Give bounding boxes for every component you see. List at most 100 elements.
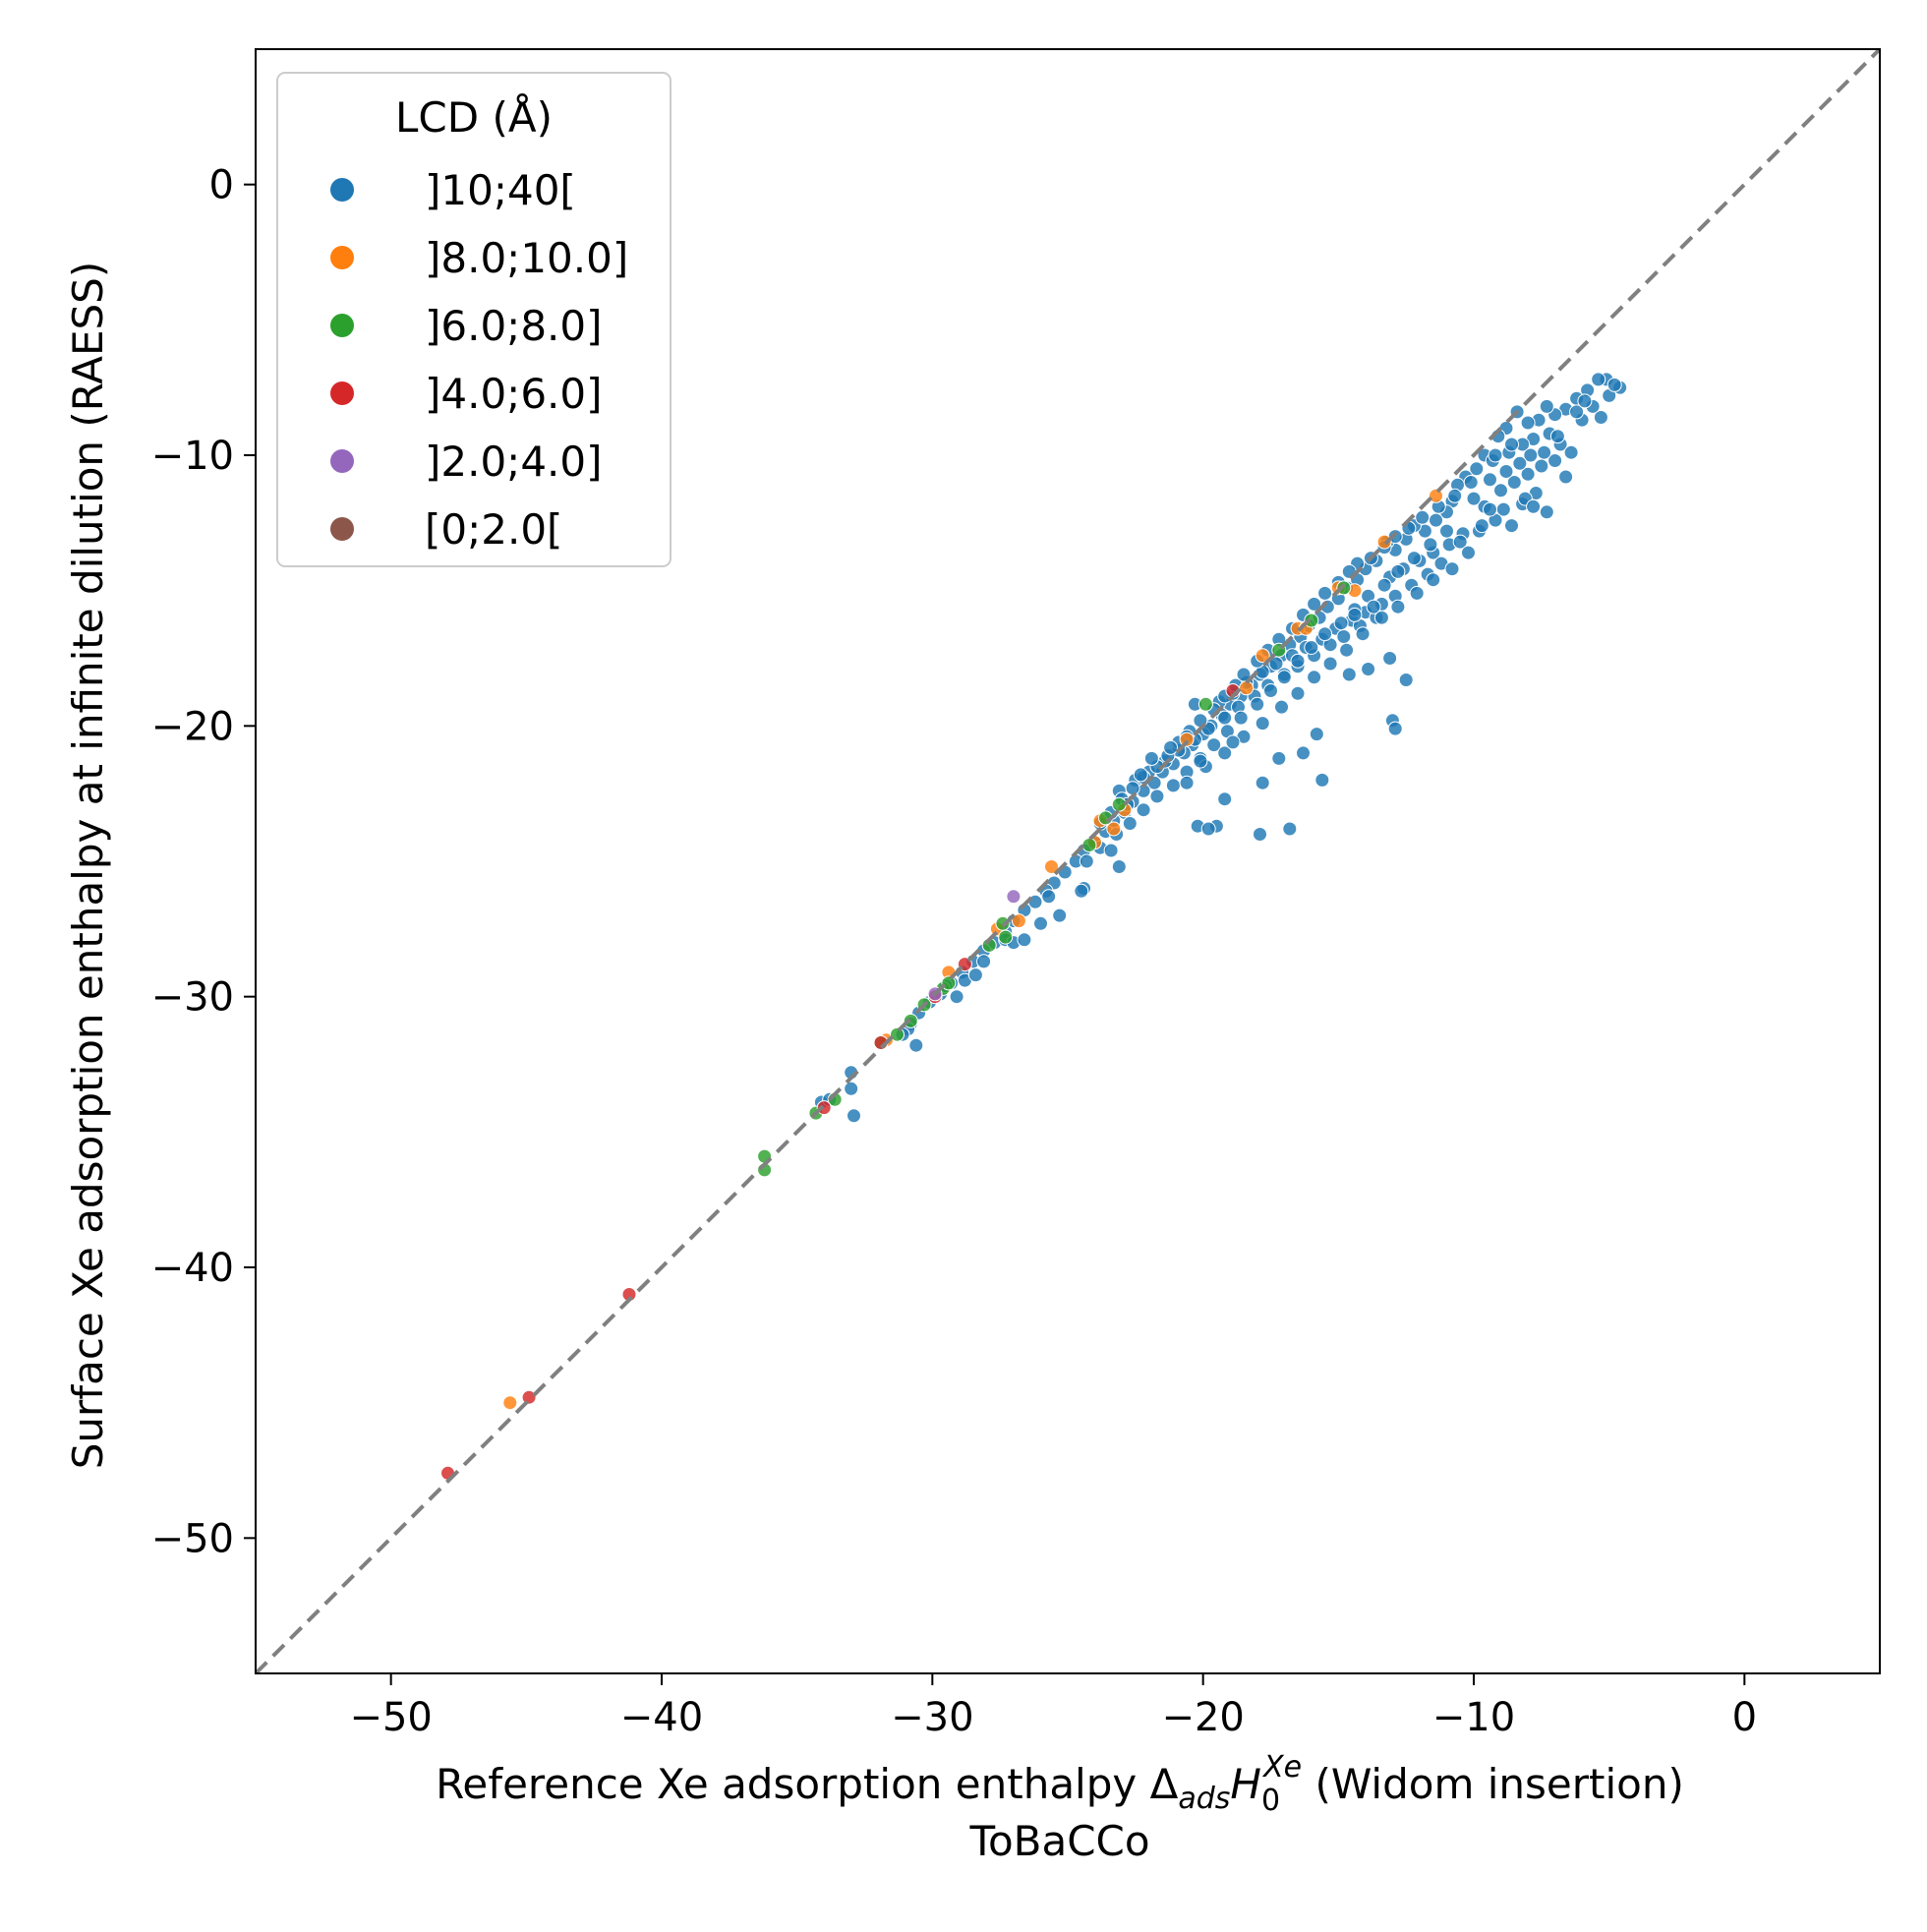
data-point xyxy=(1534,458,1549,474)
data-point xyxy=(1274,699,1289,715)
data-point xyxy=(1439,523,1454,539)
data-point xyxy=(1461,545,1476,560)
data-point xyxy=(1125,781,1140,796)
data-point xyxy=(1512,455,1528,471)
data-point xyxy=(1225,734,1241,750)
data-point xyxy=(1539,504,1554,520)
legend-title: LCD (Å) xyxy=(395,92,553,142)
data-point xyxy=(1390,599,1406,615)
data-point xyxy=(949,989,964,1005)
data-point xyxy=(1197,696,1213,712)
data-point xyxy=(1304,640,1319,655)
data-point xyxy=(1504,518,1519,534)
data-point xyxy=(1333,615,1349,631)
legend-marker xyxy=(330,314,354,337)
data-point xyxy=(1406,551,1422,566)
data-point xyxy=(1276,670,1292,685)
data-point xyxy=(1255,716,1270,732)
data-point xyxy=(1429,512,1443,528)
data-point xyxy=(1136,802,1151,818)
y-axis-label: Surface Xe adsorption enthalpy at infini… xyxy=(64,262,112,1469)
data-point xyxy=(1463,475,1479,490)
data-point xyxy=(1523,447,1539,463)
data-point xyxy=(1591,372,1606,387)
legend-label: ]4.0;6.0] xyxy=(425,370,603,418)
data-point xyxy=(1081,838,1097,852)
y-tick-label: −10 xyxy=(151,434,234,479)
legend-label: ]2.0;4.0] xyxy=(425,438,603,486)
data-point xyxy=(1452,534,1468,550)
data-point xyxy=(1322,656,1338,672)
data-point xyxy=(1290,685,1306,701)
data-point xyxy=(1539,398,1554,414)
data-point xyxy=(1217,745,1233,761)
data-point xyxy=(1165,778,1181,793)
data-point xyxy=(1179,775,1195,790)
identity-reference-line xyxy=(254,47,1882,1675)
legend-label: ]10;40[ xyxy=(425,166,576,214)
data-point xyxy=(1558,469,1574,485)
legend-label: [0;2.0[ xyxy=(425,505,562,554)
data-point xyxy=(1041,889,1057,905)
data-point xyxy=(847,1108,861,1124)
data-point xyxy=(1011,913,1026,929)
data-point xyxy=(1341,667,1357,682)
x-axis: −50 −40 −30 −20 −10 0 xyxy=(349,1673,1757,1740)
data-point xyxy=(1079,853,1094,869)
y-tick-label: −50 xyxy=(151,1516,234,1561)
data-point xyxy=(1520,415,1536,431)
data-point xyxy=(1355,626,1371,642)
data-point xyxy=(1549,429,1565,444)
data-point xyxy=(1200,821,1216,837)
data-point xyxy=(1488,447,1503,463)
data-point xyxy=(1493,483,1508,498)
data-point xyxy=(1133,767,1148,783)
data-point xyxy=(1483,501,1497,517)
data-point xyxy=(1423,537,1438,553)
x-axis-label-line2: ToBaCCo xyxy=(968,1817,1149,1865)
data-point xyxy=(967,967,983,983)
data-point xyxy=(1317,626,1333,642)
data-point xyxy=(1074,883,1089,899)
legend: LCD (Å) ]10;40[]8.0;10.0]]6.0;8.0]]4.0;6… xyxy=(276,72,672,567)
legend-marker xyxy=(330,246,354,269)
data-point xyxy=(976,954,992,969)
points-layer xyxy=(440,372,1628,1481)
data-point xyxy=(1415,509,1431,525)
data-point xyxy=(1526,498,1542,514)
y-tick-label: −40 xyxy=(151,1246,234,1291)
data-point xyxy=(1255,648,1270,664)
y-tick-label: 0 xyxy=(209,163,234,208)
data-point xyxy=(1469,461,1485,477)
data-point xyxy=(1520,466,1536,482)
data-point xyxy=(1444,561,1460,577)
data-point xyxy=(1382,651,1398,666)
x-tick-label: −20 xyxy=(1161,1695,1244,1740)
data-point xyxy=(1111,796,1127,812)
data-point xyxy=(1006,889,1022,905)
data-point xyxy=(1314,772,1330,788)
data-point xyxy=(1111,859,1127,874)
data-point xyxy=(1122,816,1138,831)
data-point xyxy=(1103,843,1119,858)
data-point xyxy=(1347,607,1363,622)
data-point xyxy=(1506,475,1522,490)
x-tick-label: −10 xyxy=(1432,1695,1515,1740)
data-point xyxy=(1309,727,1324,742)
data-point xyxy=(1296,745,1311,761)
data-point xyxy=(1206,737,1222,753)
data-point xyxy=(1143,750,1159,766)
data-point xyxy=(1569,404,1585,420)
data-point xyxy=(1504,437,1519,452)
data-point xyxy=(1366,599,1381,615)
data-point xyxy=(1271,750,1287,766)
data-point xyxy=(1373,610,1389,625)
data-point xyxy=(1466,491,1482,506)
data-point xyxy=(1033,915,1048,931)
data-point xyxy=(1483,472,1497,488)
data-point xyxy=(1563,444,1579,460)
data-point xyxy=(1250,696,1265,712)
y-axis: −50 −40 −30 −20 −10 0 xyxy=(151,163,256,1561)
